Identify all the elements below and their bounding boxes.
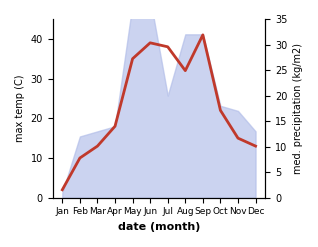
- Y-axis label: med. precipitation (kg/m2): med. precipitation (kg/m2): [293, 43, 303, 174]
- Y-axis label: max temp (C): max temp (C): [15, 75, 25, 142]
- X-axis label: date (month): date (month): [118, 222, 200, 232]
